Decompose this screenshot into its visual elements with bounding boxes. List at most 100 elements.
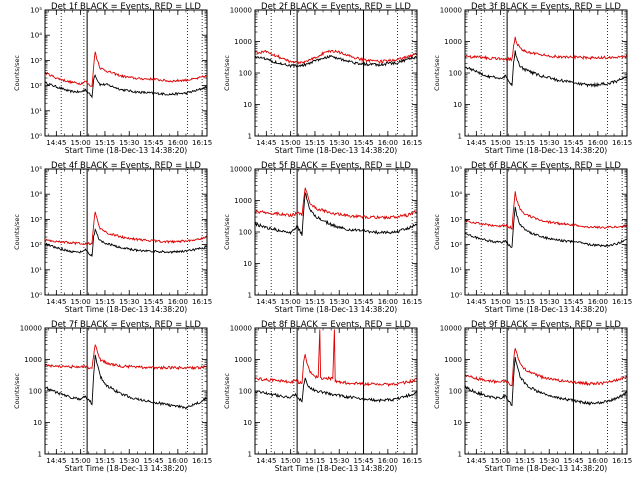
y-tick-label: 1 <box>248 133 252 141</box>
x-tick-label: 16:00 <box>378 298 398 306</box>
x-tick-label: 16:15 <box>612 298 632 306</box>
x-tick-label: 16:15 <box>612 139 632 147</box>
y-tick-label: 1000 <box>444 38 462 46</box>
series-line-lld <box>45 211 207 246</box>
chart-panel-1: Det 1f BLACK = Events, RED = LLD 10⁰ 10¹ 10… <box>13 2 212 155</box>
x-tick-label: 16:15 <box>402 139 422 147</box>
x-tick-label: 14:45 <box>256 139 276 147</box>
x-tick-label: 16:15 <box>192 139 212 147</box>
chart-panel-3: Det 3f BLACK = Events, RED = LLD 1 10 100 10… <box>433 2 632 155</box>
x-tick-label: 15:30 <box>119 139 139 147</box>
x-tick-label: 15:30 <box>329 457 349 465</box>
chart-panel-9: Det 9f BLACK = Events, RED = LLD 1 10 100 10… <box>433 320 632 473</box>
x-tick-label: 15:30 <box>329 298 349 306</box>
x-tick-label: 16:15 <box>192 457 212 465</box>
y-tick-label: 10⁴ <box>450 191 462 199</box>
plot-frame <box>44 327 208 455</box>
x-tick-label: 16:00 <box>588 457 608 465</box>
x-tick-label: 15:15 <box>95 139 115 147</box>
x-tick-label: 15:30 <box>539 298 559 306</box>
x-axis-label: Start Time (18-Dec-13 14:38:20) <box>275 305 397 314</box>
x-tick-label: 14:45 <box>466 298 486 306</box>
chart-panel-4: Det 4f BLACK = Events, RED = LLD 10⁰ 10¹ 10… <box>13 161 212 314</box>
y-tick-label: 1000 <box>234 197 252 205</box>
chart-title: Det 8f BLACK = Events, RED = LLD <box>261 320 411 330</box>
x-tick-label: 16:00 <box>378 139 398 147</box>
y-tick-label: 1000 <box>234 356 252 364</box>
x-tick-label: 16:15 <box>612 457 632 465</box>
y-tick-label: 10² <box>30 82 42 90</box>
y-tick-label: 10000 <box>20 325 42 333</box>
x-tick-label: 15:15 <box>515 457 535 465</box>
y-tick-label: 1000 <box>444 356 462 364</box>
x-tick-label: 15:00 <box>281 298 301 306</box>
chart-title: Det 4f BLACK = Events, RED = LLD <box>51 161 201 171</box>
chart-title: Det 9f BLACK = Events, RED = LLD <box>471 320 621 330</box>
y-tick-label: 1 <box>458 133 462 141</box>
y-tick-label: 100 <box>239 229 252 237</box>
x-tick-label: 15:30 <box>539 457 559 465</box>
y-tick-label: 10⁵ <box>30 7 42 15</box>
x-tick-label: 15:00 <box>71 457 91 465</box>
y-tick-label: 100 <box>29 388 42 396</box>
x-tick-label: 15:30 <box>539 139 559 147</box>
x-tick-label: 15:45 <box>563 139 583 147</box>
series-line-lld <box>255 49 417 65</box>
x-tick-label: 15:00 <box>281 139 301 147</box>
x-tick-label: 16:00 <box>378 457 398 465</box>
x-tick-label: 15:00 <box>71 298 91 306</box>
chart-panel-7: Det 7f BLACK = Events, RED = LLD 1 10 100 10… <box>13 320 212 473</box>
x-tick-label: 16:15 <box>192 298 212 306</box>
x-tick-label: 15:15 <box>305 139 325 147</box>
chart-title: Det 5f BLACK = Events, RED = LLD <box>261 161 411 171</box>
x-axis-label: Start Time (18-Dec-13 14:38:20) <box>65 146 187 155</box>
x-tick-label: 14:45 <box>46 139 66 147</box>
y-tick-label: 10000 <box>230 7 252 15</box>
y-tick-label: 1 <box>458 451 462 459</box>
y-tick-label: 10000 <box>230 325 252 333</box>
x-tick-label: 15:15 <box>515 139 535 147</box>
series-line-lld <box>465 348 627 387</box>
x-tick-label: 14:45 <box>466 457 486 465</box>
x-tick-label: 16:00 <box>588 298 608 306</box>
x-tick-label: 16:00 <box>168 298 188 306</box>
y-tick-label: 10⁴ <box>30 32 42 40</box>
chart-panel-5: Det 5f BLACK = Events, RED = LLD 1 10 100 10… <box>223 161 422 314</box>
y-tick-label: 10³ <box>30 216 42 224</box>
y-tick-label: 10 <box>33 419 42 427</box>
x-tick-label: 14:45 <box>46 457 66 465</box>
x-tick-label: 15:45 <box>353 298 373 306</box>
x-tick-label: 15:45 <box>143 139 163 147</box>
y-tick-label: 10 <box>243 260 252 268</box>
plot-frame <box>464 327 628 455</box>
x-tick-label: 14:45 <box>256 298 276 306</box>
chart-panel-8: Det 8f BLACK = Events, RED = LLD 1 10 100 10… <box>223 320 422 473</box>
x-tick-label: 15:45 <box>563 298 583 306</box>
series-line-lld <box>45 51 207 87</box>
x-tick-label: 15:00 <box>491 457 511 465</box>
y-tick-label: 10 <box>453 419 462 427</box>
series-line-events <box>465 50 627 88</box>
x-tick-label: 15:15 <box>95 457 115 465</box>
plot-frame <box>254 9 418 137</box>
y-tick-label: 10⁰ <box>450 292 462 300</box>
plot-frame <box>464 168 628 296</box>
y-tick-label: 10² <box>450 241 462 249</box>
x-axis-label: Start Time (18-Dec-13 14:38:20) <box>485 305 607 314</box>
chart-title: Det 2f BLACK = Events, RED = LLD <box>261 2 411 12</box>
y-tick-label: 10¹ <box>30 107 42 115</box>
plot-frame <box>464 9 628 137</box>
y-tick-label: 10⁵ <box>450 166 462 174</box>
x-tick-label: 16:15 <box>402 457 422 465</box>
y-tick-label: 10000 <box>230 166 252 174</box>
x-tick-label: 14:45 <box>46 298 66 306</box>
y-tick-label: 10000 <box>440 325 462 333</box>
series-line-lld <box>45 343 207 371</box>
series-line-lld <box>255 329 417 387</box>
series-line-events <box>45 354 207 410</box>
x-axis-label: Start Time (18-Dec-13 14:38:20) <box>65 305 187 314</box>
x-tick-label: 15:00 <box>491 298 511 306</box>
series-line-lld <box>465 191 627 230</box>
series-line-events <box>465 206 627 249</box>
series-line-lld <box>465 36 627 62</box>
